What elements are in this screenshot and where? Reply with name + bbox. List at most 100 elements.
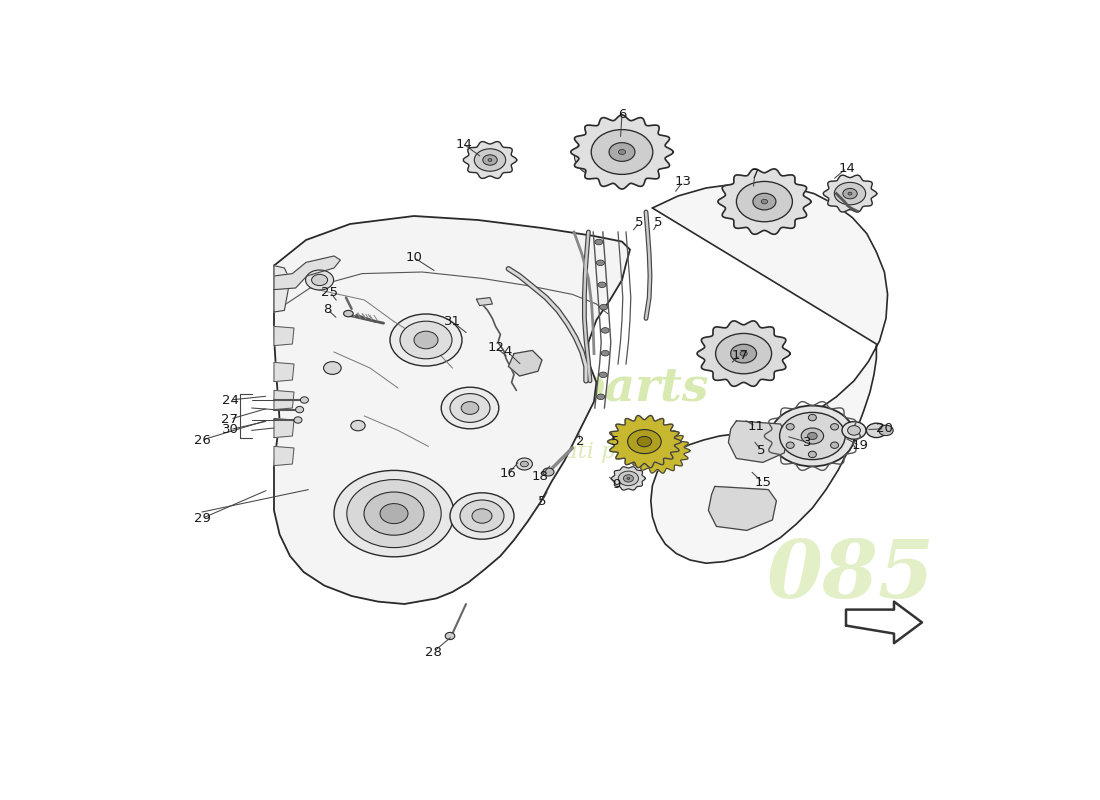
Ellipse shape	[602, 328, 609, 334]
Polygon shape	[274, 390, 294, 410]
Ellipse shape	[602, 350, 609, 356]
Ellipse shape	[520, 461, 528, 467]
Ellipse shape	[306, 270, 333, 290]
Ellipse shape	[786, 442, 794, 448]
Ellipse shape	[542, 468, 554, 476]
Ellipse shape	[351, 421, 365, 430]
Text: 18: 18	[532, 470, 549, 483]
Polygon shape	[718, 169, 811, 234]
Ellipse shape	[848, 192, 852, 195]
Text: 13: 13	[674, 175, 691, 188]
Ellipse shape	[311, 274, 328, 286]
Polygon shape	[274, 362, 294, 382]
Ellipse shape	[624, 474, 634, 482]
Ellipse shape	[414, 331, 438, 349]
Polygon shape	[274, 256, 340, 290]
Text: eautoparts: eautoparts	[424, 365, 708, 411]
Ellipse shape	[830, 424, 838, 430]
Ellipse shape	[460, 500, 504, 532]
Ellipse shape	[595, 239, 603, 245]
Polygon shape	[708, 486, 777, 530]
Ellipse shape	[807, 432, 817, 440]
Ellipse shape	[609, 142, 635, 162]
Polygon shape	[728, 421, 786, 462]
Ellipse shape	[830, 442, 838, 448]
Text: 31: 31	[444, 315, 461, 328]
Text: 20: 20	[876, 422, 893, 435]
Ellipse shape	[600, 372, 607, 378]
Polygon shape	[274, 418, 294, 438]
Ellipse shape	[618, 150, 626, 154]
Ellipse shape	[736, 182, 792, 222]
Ellipse shape	[808, 451, 816, 458]
Ellipse shape	[618, 471, 638, 486]
Ellipse shape	[450, 493, 514, 539]
Polygon shape	[274, 266, 290, 312]
Ellipse shape	[761, 199, 768, 204]
Text: 5: 5	[653, 216, 662, 229]
Text: a Maserati parts: a Maserati parts	[473, 441, 659, 463]
Ellipse shape	[786, 424, 794, 430]
Ellipse shape	[446, 632, 454, 640]
Ellipse shape	[450, 394, 490, 422]
Ellipse shape	[461, 402, 478, 414]
Ellipse shape	[834, 182, 866, 205]
Ellipse shape	[801, 428, 824, 444]
Text: 14: 14	[838, 162, 855, 174]
Ellipse shape	[379, 504, 408, 524]
Ellipse shape	[730, 344, 757, 363]
Polygon shape	[823, 175, 877, 212]
Text: 5: 5	[757, 444, 766, 457]
Ellipse shape	[591, 130, 652, 174]
Ellipse shape	[346, 480, 441, 547]
Ellipse shape	[637, 437, 651, 446]
Ellipse shape	[808, 414, 816, 421]
Polygon shape	[463, 142, 517, 178]
Ellipse shape	[843, 188, 857, 199]
Text: 5: 5	[538, 495, 547, 508]
Ellipse shape	[740, 351, 747, 356]
Text: 3: 3	[803, 436, 812, 449]
Ellipse shape	[879, 426, 893, 435]
Text: 17: 17	[732, 349, 749, 362]
Ellipse shape	[296, 406, 304, 413]
Text: 6: 6	[618, 108, 626, 121]
Ellipse shape	[598, 282, 606, 287]
Ellipse shape	[574, 134, 635, 178]
Polygon shape	[274, 326, 294, 346]
Ellipse shape	[364, 492, 424, 535]
Ellipse shape	[516, 458, 532, 470]
Polygon shape	[274, 446, 294, 466]
Text: 10: 10	[406, 251, 422, 264]
Ellipse shape	[780, 413, 845, 459]
Ellipse shape	[716, 334, 771, 374]
Text: 24: 24	[221, 394, 239, 406]
Text: 29: 29	[194, 512, 210, 525]
Text: 27: 27	[221, 413, 239, 426]
Text: 11: 11	[747, 420, 764, 433]
Text: 14: 14	[455, 138, 472, 150]
Ellipse shape	[323, 362, 341, 374]
Polygon shape	[697, 321, 790, 386]
Ellipse shape	[488, 158, 492, 162]
Text: 25: 25	[321, 286, 339, 298]
Ellipse shape	[867, 423, 887, 438]
Ellipse shape	[343, 310, 353, 317]
Text: 2: 2	[576, 435, 585, 448]
Ellipse shape	[441, 387, 498, 429]
Text: 12: 12	[487, 341, 504, 354]
Text: 26: 26	[194, 434, 210, 446]
Text: 28: 28	[425, 646, 441, 658]
Ellipse shape	[848, 426, 860, 435]
Ellipse shape	[596, 260, 604, 266]
Ellipse shape	[334, 470, 454, 557]
Text: 19: 19	[851, 439, 868, 452]
Text: 7: 7	[750, 168, 759, 181]
Ellipse shape	[300, 397, 308, 403]
Ellipse shape	[842, 422, 866, 439]
Ellipse shape	[483, 154, 497, 166]
Text: 4: 4	[504, 346, 512, 358]
Polygon shape	[571, 115, 673, 189]
Ellipse shape	[770, 406, 855, 466]
Polygon shape	[274, 216, 630, 604]
